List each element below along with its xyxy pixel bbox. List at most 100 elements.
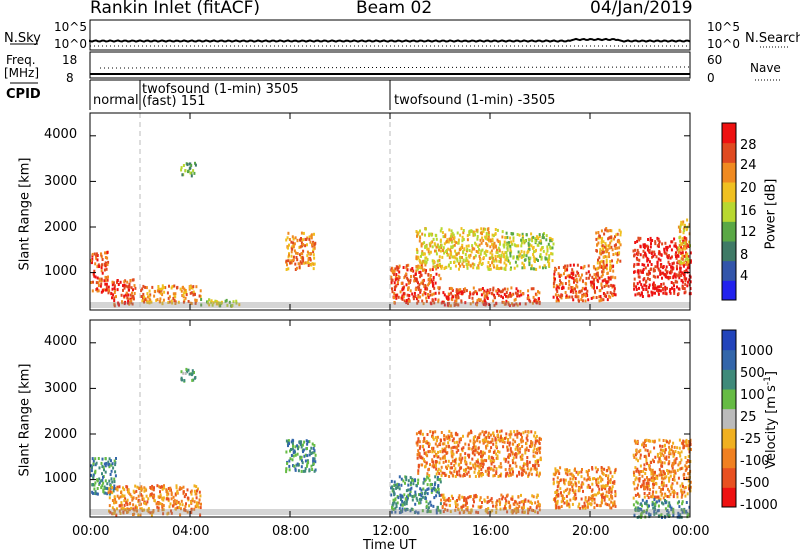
freq-label: Freq. [6, 53, 36, 67]
velocity-cbar-tick-100: 100 [740, 388, 765, 403]
velocity-ytick-3000: 3000 [44, 381, 78, 396]
power-cbar-tick-20: 20 [740, 181, 757, 196]
cpid-segment-twofsound: twofsound (1-min) -3505 [394, 93, 556, 108]
power-echo-region-8 [440, 286, 541, 308]
power-colorbar-cell-4 [722, 201, 736, 222]
power-echo-region-6 [390, 263, 442, 306]
nsky-trace [89, 37, 691, 43]
velocity-cbar-tick-neg100: -100 [740, 454, 770, 469]
velocity-echo-region-9 [632, 498, 691, 519]
power-colorbar-cell-0 [722, 280, 736, 301]
freq-panel [89, 51, 691, 79]
velocity-echo-region-6 [440, 493, 541, 515]
nsky-label: N.Sky [4, 31, 41, 46]
nsearch-tick-bottom: 10^0 [707, 37, 740, 51]
power-echo-region-9 [502, 231, 555, 271]
power-echo-region-10 [552, 263, 617, 303]
xtick-1: 04:00 [172, 524, 210, 539]
freq-tick-top: 18 [62, 53, 78, 67]
xtick-6: 00:00 [672, 524, 710, 539]
power-colorbar-frame [721, 122, 737, 301]
nsky-tick-bottom: 10^0 [54, 37, 87, 51]
velocity-colorbar-cell-1 [722, 467, 736, 488]
velocity-cbar-tick-neg25: -25 [740, 432, 762, 447]
nave-label: Nave [750, 61, 781, 75]
velocity-cbar-tick-500: 500 [740, 366, 765, 381]
velocity-ytick-2000: 2000 [44, 427, 78, 442]
velocity-cbar-tick-neg1000: -1000 [740, 498, 778, 513]
cpid-segment-fast: twofsound (1-min) 3505 [142, 82, 299, 97]
power-colorbar-cell-6 [722, 162, 736, 183]
power-colorbar-cell-8 [722, 123, 736, 144]
velocity-echo-region-5 [415, 429, 542, 478]
xtick-5: 20:00 [572, 524, 610, 539]
xtick-3: 12:00 [372, 524, 410, 539]
freq-tick-bottom: 8 [66, 71, 74, 85]
power-ytick-3000: 3000 [44, 174, 78, 189]
freq-unit: [MHz] [4, 66, 40, 80]
beam-title: Beam 02 [356, 0, 433, 18]
xtick-2: 08:00 [272, 524, 310, 539]
velocity-colorbar-cell-0 [722, 487, 736, 508]
power-cbar-tick-4: 4 [740, 269, 749, 284]
date-title: 04/Jan/2019 [590, 0, 693, 18]
power-echo-region-13 [677, 218, 691, 266]
power-echo-region-4 [285, 231, 317, 271]
power-ytick-1000: 1000 [44, 264, 78, 279]
velocity-colorbar-cell-7 [722, 349, 736, 370]
velocity-ytick-4000: 4000 [44, 334, 78, 349]
power-colorbar-cell-1 [722, 260, 736, 281]
station-title: Rankin Inlet (fitACF) [90, 0, 261, 18]
power-echo-region-2 [140, 284, 202, 306]
power-echo-region-1 [107, 278, 137, 308]
nave-tick-bottom: 0 [707, 71, 715, 85]
xtick-0: 00:00 [72, 524, 110, 539]
velocity-colorbar-cell-4 [722, 408, 736, 429]
power-echo-region-5 [180, 161, 197, 178]
power-echo-region-11 [595, 227, 622, 271]
power-colorbar-cell-7 [722, 142, 736, 163]
xtick-4: 16:00 [472, 524, 510, 539]
velocity-echo-region-2 [285, 438, 317, 474]
power-cbar-tick-16: 16 [740, 204, 757, 219]
velocity-colorbar-cell-2 [722, 448, 736, 469]
nsearch-label: N.Search [745, 31, 800, 46]
power-ytick-2000: 2000 [44, 220, 78, 235]
velocity-colorbar-cell-5 [722, 389, 736, 410]
velocity-cbar-tick-1000: 1000 [740, 344, 774, 359]
power-echo-region-0 [90, 250, 110, 294]
velocity-echo-region-7 [552, 466, 617, 510]
velocity-cbar-tick-25: 25 [740, 410, 757, 425]
power-cbar-tick-8: 8 [740, 248, 749, 263]
nave-tick-top: 60 [707, 53, 723, 67]
power-echo-region-12 [632, 236, 692, 298]
power-cbar-tick-28: 28 [740, 138, 757, 153]
cpid-segment-normal: normal [93, 93, 139, 108]
nsky-tick-top: 10^5 [54, 20, 87, 34]
velocity-echo-region-3 [180, 367, 197, 383]
velocity-echo-region-0 [90, 457, 117, 496]
power-cbar-tick-12: 12 [740, 225, 757, 240]
nsearch-tick-top: 10^5 [707, 20, 740, 34]
velocity-ytick-1000: 1000 [44, 471, 78, 486]
velocity-colorbar-frame [721, 329, 737, 508]
xlabel: Time UT [363, 538, 417, 553]
power-ytick-4000: 4000 [44, 127, 78, 142]
power-cbar-tick-24: 24 [740, 158, 757, 173]
velocity-cbar-tick-neg500: -500 [740, 476, 770, 491]
nsky-panel [89, 19, 691, 51]
power-colorbar-cell-2 [722, 241, 736, 262]
velocity-colorbar-cell-8 [722, 330, 736, 351]
power-echo-region-3 [200, 298, 241, 308]
cpid-label: CPID [6, 87, 41, 102]
velocity-echo-region-8 [632, 438, 692, 501]
velocity-echo-region-4 [390, 475, 442, 515]
cpid-segment-fast-sub: (fast) 151 [142, 94, 206, 109]
power-colorbar-cell-3 [722, 221, 736, 242]
power-echo-region-7 [415, 227, 504, 271]
power-colorbar-cell-5 [722, 182, 736, 203]
velocity-colorbar-cell-3 [722, 428, 736, 449]
nave-trace [99, 66, 691, 69]
velocity-colorbar-cell-6 [722, 369, 736, 390]
